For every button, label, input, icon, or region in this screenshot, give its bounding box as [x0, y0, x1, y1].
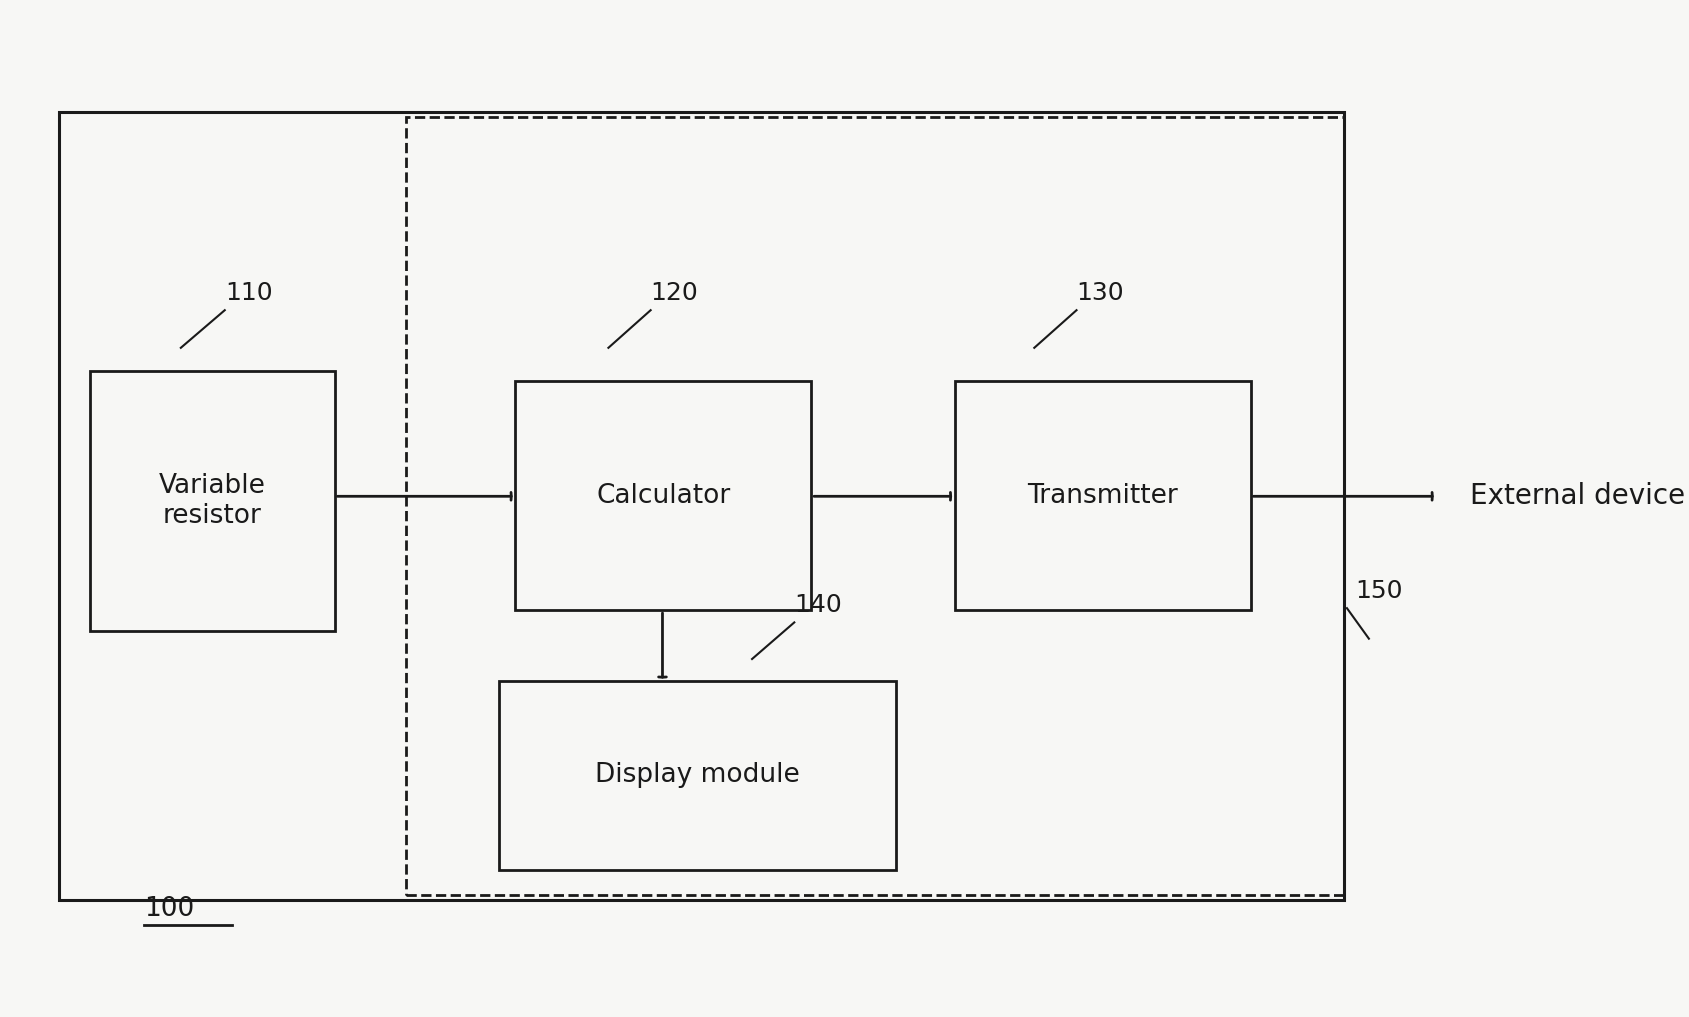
Bar — [59, 112, 1343, 900]
Text: Calculator: Calculator — [596, 483, 730, 508]
Text: Variable
resistor: Variable resistor — [159, 473, 265, 529]
Text: 140: 140 — [794, 593, 841, 617]
Text: Display module: Display module — [595, 763, 799, 788]
Text: 110: 110 — [225, 281, 272, 305]
Text: 100: 100 — [144, 896, 194, 922]
Bar — [90, 371, 334, 631]
Text: 120: 120 — [650, 281, 698, 305]
Text: Transmitter: Transmitter — [1027, 483, 1177, 508]
Text: External device: External device — [1469, 482, 1684, 511]
Bar — [498, 681, 895, 870]
Bar — [954, 381, 1250, 610]
Text: 150: 150 — [1355, 579, 1402, 603]
Bar — [405, 117, 1343, 895]
Text: 130: 130 — [1076, 281, 1123, 305]
Bar — [515, 381, 811, 610]
